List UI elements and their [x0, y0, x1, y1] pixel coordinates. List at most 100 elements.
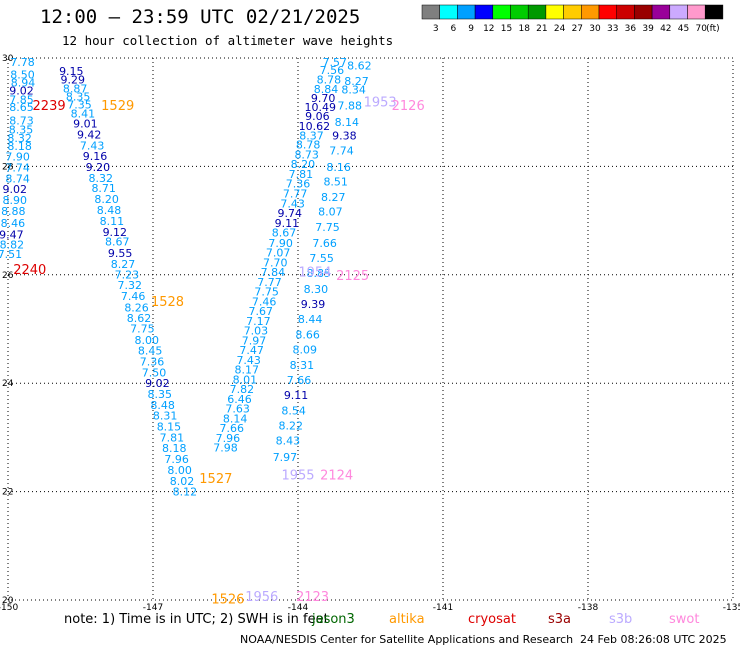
- legend-label: 9: [468, 24, 474, 34]
- wave-height-value: 8.71: [91, 182, 116, 195]
- plot-frame: [7, 57, 734, 601]
- chart-title: 12:00 – 23:59 UTC 02/21/2025: [40, 6, 361, 28]
- plot-grid: [7, 57, 734, 601]
- wave-height-value: 7.47: [239, 344, 264, 357]
- x-tick-label: -150: [0, 603, 18, 613]
- pass-time-label: 2125: [336, 269, 369, 284]
- note-text: note: 1) Time is in UTC; 2) SWH is in fe…: [64, 612, 329, 627]
- wave-height-value: 7.98: [213, 442, 238, 455]
- wave-height-value: 7.74: [329, 145, 354, 158]
- wave-height-value: 8.17: [235, 364, 260, 377]
- legend-swatch: [474, 4, 494, 20]
- axis-ticks: -150 -147 -144 -141 -138 -135 20 22 24 26 28 30: [0, 54, 740, 613]
- wave-height-value: 9.11: [284, 389, 309, 402]
- wave-height-value: 9.06: [305, 110, 330, 123]
- wave-height-value: 9.74: [278, 207, 303, 220]
- wave-height-value: 9.16: [83, 150, 108, 163]
- x-tick-label: -147: [143, 603, 163, 613]
- wave-height-value: 8.12: [173, 486, 198, 499]
- wave-height-value: 8.35: [9, 124, 34, 137]
- wave-height-value: 7.66: [312, 237, 337, 250]
- wave-height-value: 9.29: [61, 74, 86, 87]
- wave-height-value: 9.20: [86, 161, 111, 174]
- wave-height-value: 7.03: [244, 325, 269, 338]
- pass-time-label: 1953: [364, 95, 397, 110]
- wave-height-value: 8.48: [150, 399, 175, 412]
- wave-height-value: 6.46: [227, 393, 252, 406]
- wave-height-value: 7.51: [0, 248, 22, 261]
- mission-altika: altika: [389, 612, 425, 627]
- wave-height-value: 8.78: [296, 139, 321, 152]
- mission-jason3: jason3: [312, 612, 355, 627]
- wave-height-value: 7.96: [164, 453, 189, 466]
- wave-height-value: 7.97: [273, 451, 298, 464]
- wave-height-value: 8.48: [97, 204, 122, 217]
- wave-height-value: 8.11: [100, 215, 125, 228]
- wave-height-value: 7.43: [280, 197, 305, 210]
- legend-swatch: [598, 4, 617, 20]
- y-tick-label: 26: [2, 271, 14, 281]
- wave-height-value: 8.34: [341, 83, 366, 96]
- pass-time-label: 2239: [33, 99, 66, 114]
- wave-height-value: 9.15: [59, 65, 84, 78]
- wave-height-value: 7.74: [5, 161, 30, 174]
- wave-height-value: 8.37: [299, 130, 324, 143]
- legend-label: 39: [642, 24, 654, 34]
- x-tick-label: -138: [578, 603, 599, 613]
- legend-label: 45: [678, 24, 689, 34]
- wave-height-value: 9.12: [103, 226, 128, 239]
- x-tick-label: -135: [723, 603, 740, 613]
- wave-height-value: 7.78: [10, 56, 35, 69]
- wave-height-value: 7.75: [254, 286, 279, 299]
- y-tick-label: 28: [2, 162, 14, 172]
- wave-height-value: 7.81: [160, 431, 185, 444]
- wave-height-value: 9.02: [145, 377, 170, 390]
- wave-height-value: 9.38: [332, 130, 357, 143]
- y-tick-label: 20: [2, 596, 14, 606]
- color-legend: 3 6 9 12 15 18 21 24 27 30 33 36 39 42 45 70 (ft): [421, 4, 724, 34]
- wave-height-value: 7.43: [80, 139, 105, 152]
- wave-height-value: 7.56: [320, 64, 345, 77]
- wave-height-value: 8.88: [1, 205, 26, 218]
- wave-height-value: 8.87: [63, 82, 88, 95]
- wave-height-value: 8.78: [317, 74, 342, 87]
- legend-swatch: [545, 4, 564, 20]
- mission-cryosat: cryosat: [468, 612, 516, 627]
- wave-height-value: 7.57: [322, 56, 347, 69]
- wave-height-value: 8.18: [162, 442, 187, 455]
- wave-height-value: 8.32: [89, 172, 114, 185]
- wave-height-value: 8.46: [1, 217, 26, 230]
- y-tick-label: 24: [2, 379, 14, 389]
- legend-swatch: [651, 4, 671, 20]
- wave-height-value: 9.47: [0, 229, 24, 242]
- legend-label: 21: [536, 24, 547, 34]
- wave-height-value: 8.82: [0, 238, 24, 251]
- wave-height-value: 8.44: [298, 313, 323, 326]
- wave-height-value: 7.96: [216, 432, 241, 445]
- legend-swatch: [510, 4, 529, 20]
- legend-label: 15: [501, 24, 512, 34]
- wave-height-value: 7.36: [286, 178, 311, 191]
- legend-label: 70: [695, 24, 707, 34]
- wave-height-value: 9.11: [275, 217, 300, 230]
- wave-height-value: 8.30: [304, 283, 329, 296]
- wave-height-value: 8.22: [279, 419, 304, 432]
- wave-height-value: 8.43: [276, 435, 301, 448]
- wave-height-value: 7.36: [140, 356, 165, 369]
- legend-label: 12: [483, 24, 494, 34]
- wave-height-value: 8.15: [157, 421, 182, 434]
- wave-height-value: 7.46: [252, 295, 277, 308]
- wave-height-value: 7.84: [261, 266, 286, 279]
- legend-label: 36: [625, 24, 637, 34]
- wave-height-value: 8.35: [148, 388, 173, 401]
- legend-label: 42: [660, 24, 671, 34]
- wave-height-value: 7.63: [225, 403, 250, 416]
- wave-height-value: 7.66: [220, 422, 245, 435]
- chart-subtitle: 12 hour collection of altimeter wave hei…: [62, 33, 394, 48]
- wave-height-value: 7.67: [249, 305, 274, 318]
- wave-height-value: 8.09: [293, 344, 318, 357]
- wave-height-value: 8.50: [10, 68, 35, 81]
- wave-height-value: 8.20: [291, 158, 316, 171]
